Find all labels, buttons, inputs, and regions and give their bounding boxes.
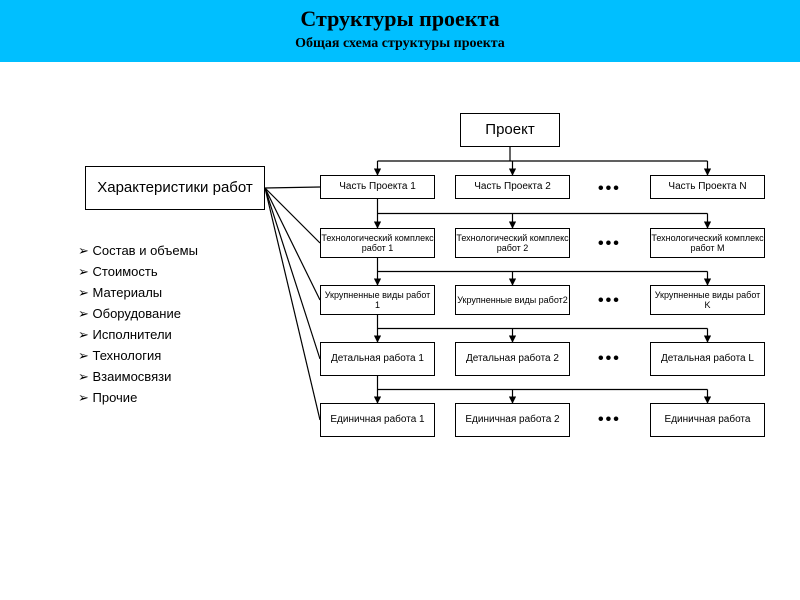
node-r2-0: Укрупненные виды работ 1	[320, 285, 435, 315]
node-r4-0: Единичная работа 1	[320, 403, 435, 437]
characteristics-list: Состав и объемы Стоимость Материалы Оборудо…	[78, 238, 198, 411]
characteristic-item-0: Состав и объемы	[78, 243, 198, 259]
node-r1-2: Технологический комплекс работ M	[650, 228, 765, 258]
characteristic-item-2: Материалы	[78, 285, 198, 301]
characteristic-item-7: Прочие	[78, 390, 198, 406]
ellipsis-row-0: •••	[598, 180, 621, 198]
node-r2-2: Укрупненные виды работ K	[650, 285, 765, 315]
ellipsis-row-2: •••	[598, 292, 621, 310]
node-r4-1: Единичная работа 2	[455, 403, 570, 437]
characteristic-item-1: Стоимость	[78, 264, 198, 280]
characteristic-item-5: Технология	[78, 348, 198, 364]
characteristic-item-4: Исполнители	[78, 327, 198, 343]
characteristic-item-6: Взаимосвязи	[78, 369, 198, 385]
ellipsis-row-1: •••	[598, 235, 621, 253]
node-r3-1: Детальная работа 2	[455, 342, 570, 376]
node-r3-0: Детальная работа 1	[320, 342, 435, 376]
characteristic-item-3: Оборудование	[78, 306, 198, 322]
node-r0-1: Часть Проекта 2	[455, 175, 570, 199]
node-r1-1: Технологический комплекс работ 2	[455, 228, 570, 258]
node-r0-0: Часть Проекта 1	[320, 175, 435, 199]
node-root: Проект	[460, 113, 560, 147]
node-characteristics: Характеристики работ	[85, 166, 265, 210]
node-r3-2: Детальная работа L	[650, 342, 765, 376]
node-r0-2: Часть Проекта N	[650, 175, 765, 199]
node-r1-0: Технологический комплекс работ 1	[320, 228, 435, 258]
node-r4-2: Единичная работа	[650, 403, 765, 437]
ellipsis-row-3: •••	[598, 350, 621, 368]
ellipsis-row-4: •••	[598, 411, 621, 429]
node-r2-1: Укрупненные виды работ2	[455, 285, 570, 315]
